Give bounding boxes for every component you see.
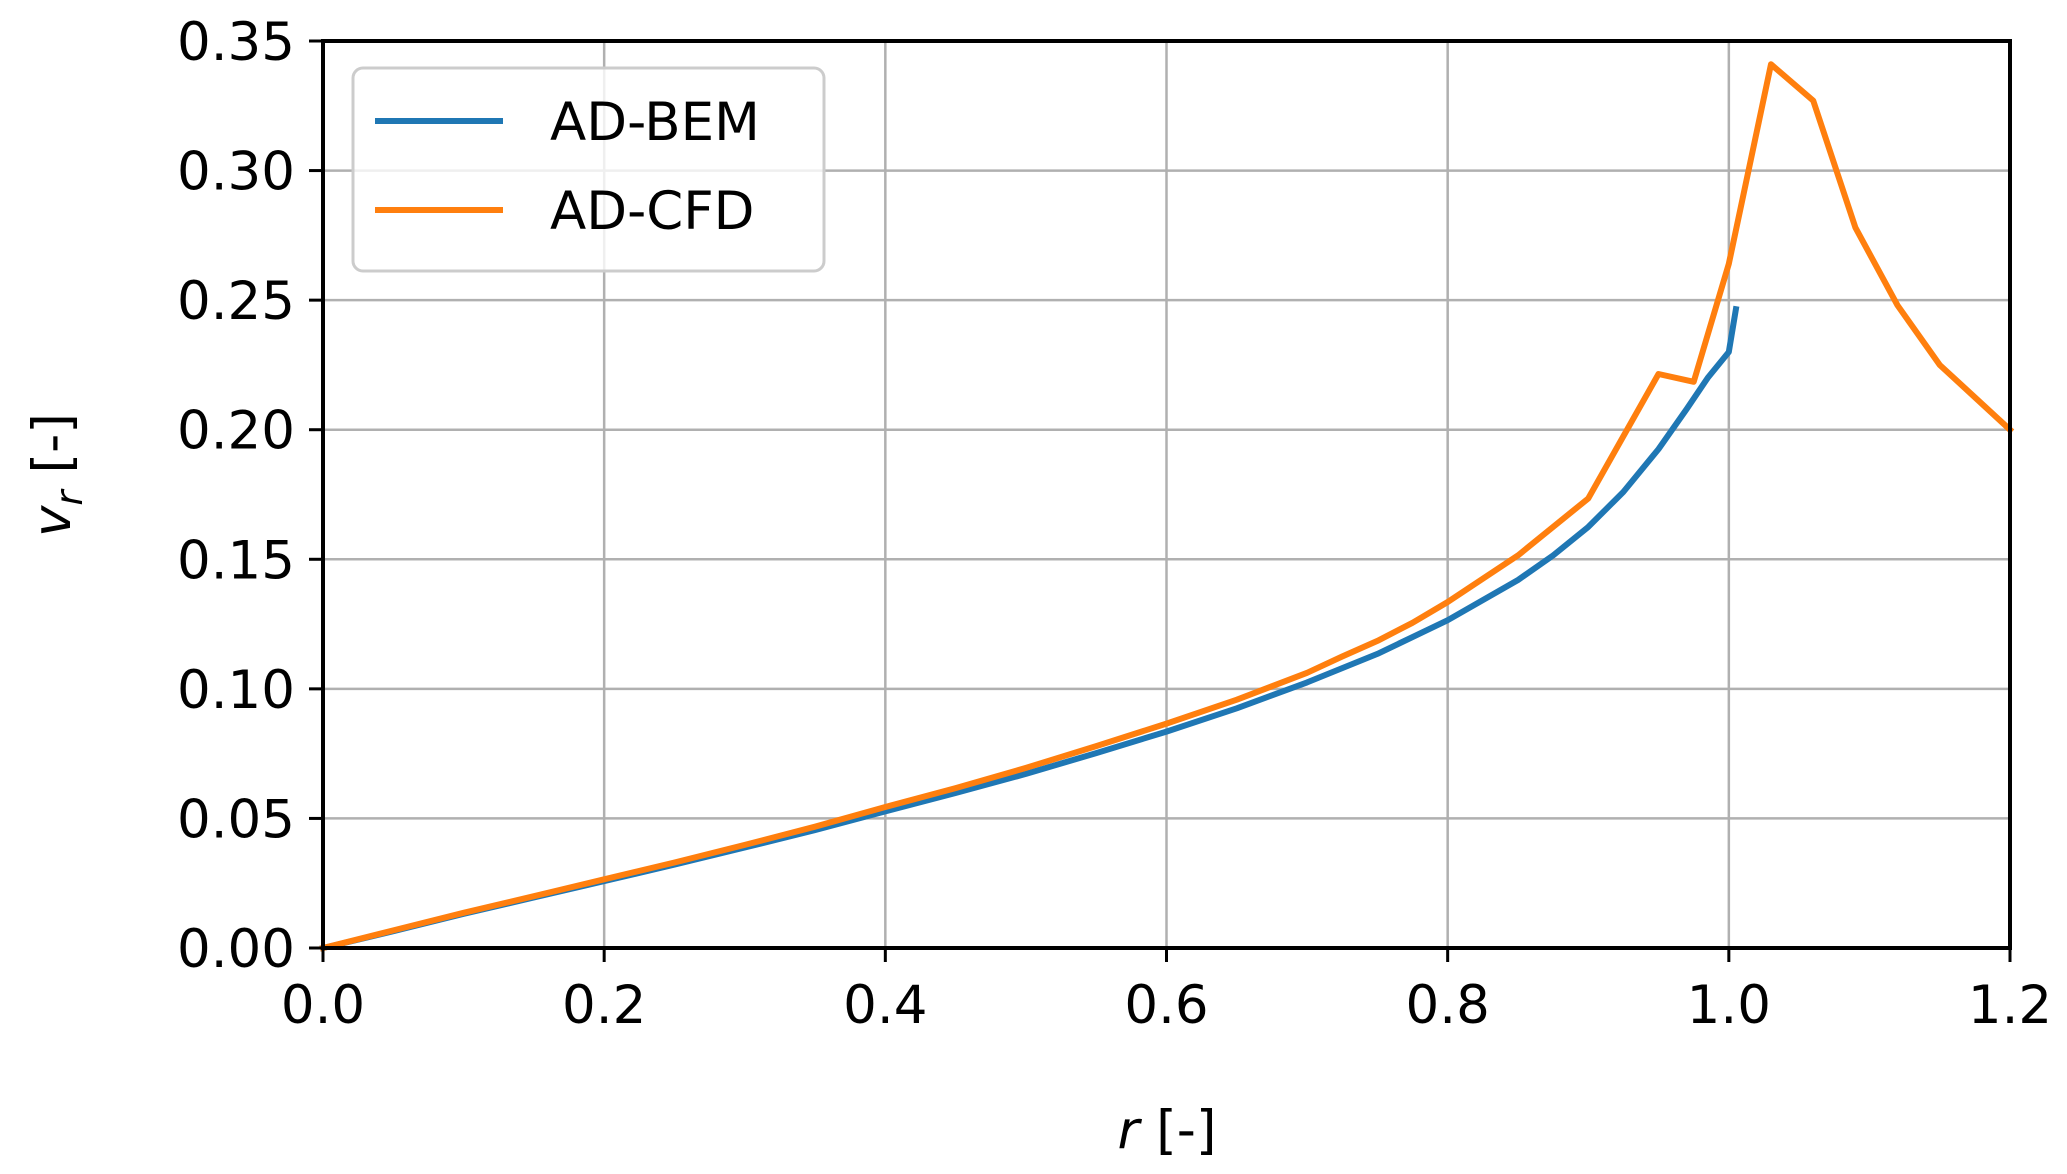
x-tick-label: 0.0 [281, 975, 365, 1036]
x-tick-label: 0.8 [1406, 975, 1490, 1036]
series-layer [319, 61, 2015, 952]
y-axis-label: vr [-] [22, 413, 91, 537]
y-tick-label: 0.15 [177, 530, 295, 591]
x-axis-label: r [-] [1117, 1100, 1216, 1161]
legend-label-ad-bem: AD-BEM [550, 92, 760, 153]
series-line-ad-cfd [319, 61, 2015, 952]
x-tick-label: 0.4 [843, 975, 927, 1036]
x-tick-label: 0.2 [562, 975, 646, 1036]
x-tick-label: 0.6 [1124, 975, 1208, 1036]
y-tick-label: 0.05 [177, 789, 295, 850]
y-tick-label: 0.10 [177, 660, 295, 721]
axis-ticks: 0.0 0.2 0.4 0.6 0.8 1.0 1.2 0.00 0.05 0.10 0.15 0.2… [177, 12, 2052, 1036]
legend-label-ad-cfd: AD-CFD [550, 181, 755, 242]
y-tick-label: 0.00 [177, 919, 295, 980]
x-tick-label: 1.2 [1968, 975, 2052, 1036]
y-tick-label: 0.20 [177, 401, 295, 462]
y-tick-label: 0.35 [177, 12, 295, 73]
y-tick-label: 0.25 [177, 271, 295, 332]
x-tick-label: 1.0 [1687, 975, 1771, 1036]
y-tick-label: 0.30 [177, 142, 295, 203]
legend: AD-BEM AD-CFD [351, 66, 826, 273]
